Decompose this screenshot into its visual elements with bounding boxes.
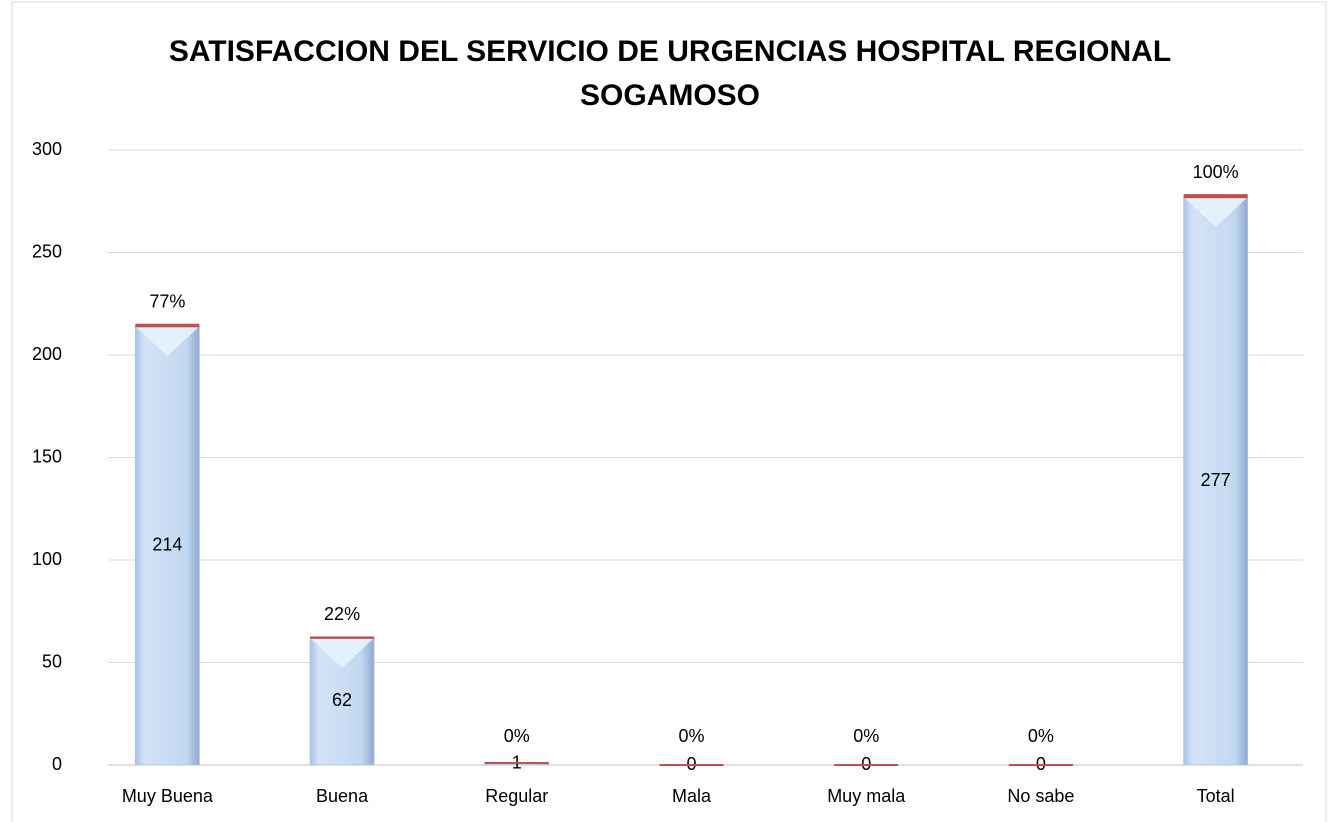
bar-segment: [310, 636, 375, 639]
x-tick-label: Muy Buena: [122, 786, 214, 806]
x-tick-label: Mala: [672, 786, 712, 806]
bar-segment: [484, 761, 549, 764]
x-tick-label: Buena: [316, 786, 369, 806]
bar-segment: [1183, 194, 1248, 199]
value-label: 22%: [324, 604, 360, 624]
x-tick-label: Muy mala: [827, 786, 906, 806]
value-label: 0%: [504, 726, 530, 746]
y-tick-label: 250: [32, 241, 62, 261]
bar-segment: [1008, 764, 1073, 766]
y-tick-label: 0: [52, 754, 62, 774]
y-tick-label: 150: [32, 446, 62, 466]
value-label: 0: [861, 754, 871, 774]
value-label: 0: [686, 754, 696, 774]
bar-bevel: [310, 637, 375, 668]
value-label: 0%: [853, 726, 879, 746]
value-label: 0%: [1028, 726, 1054, 746]
x-tick-label: Total: [1197, 786, 1235, 806]
bar-bevel: [135, 326, 200, 357]
value-label: 100%: [1193, 162, 1239, 182]
value-label: 0%: [678, 726, 704, 746]
x-tick-label: No sabe: [1007, 786, 1074, 806]
y-tick-label: 100: [32, 549, 62, 569]
value-label: 214: [152, 534, 182, 554]
y-tick-label: 50: [42, 651, 62, 671]
bar-segment: [659, 764, 724, 766]
bar-bevel: [1183, 197, 1248, 228]
value-label: 77%: [149, 291, 185, 311]
bar-segment: [834, 764, 899, 766]
x-tick-label: Regular: [485, 786, 548, 806]
value-label: 62: [332, 690, 352, 710]
value-label: 277: [1201, 470, 1231, 490]
chart-title: SATISFACCION DEL SERVICIO DE URGENCIAS H…: [168, 35, 1172, 112]
bar: [134, 325, 200, 766]
y-tick-label: 200: [32, 344, 62, 364]
bar-segment: [135, 323, 200, 328]
y-tick-label: 300: [32, 139, 62, 159]
chart-border: [11, 1, 1327, 822]
value-label: 0: [1036, 754, 1046, 774]
